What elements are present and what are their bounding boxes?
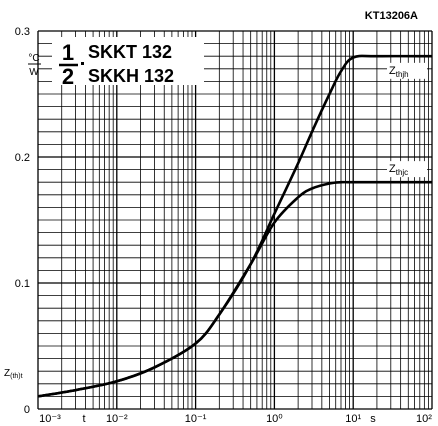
y-unit-bottom: W: [29, 67, 39, 78]
title-line1: SKKT 132: [88, 42, 172, 62]
title-line2: SKKH 132: [88, 66, 174, 86]
y-tick-label: 0.3: [15, 26, 30, 38]
title-dot: [81, 62, 84, 65]
title-denominator: 2: [62, 64, 74, 89]
title-numerator: 1: [62, 40, 74, 65]
series-label-zthjc: Zthjc: [389, 163, 408, 177]
series-line-zthjc: [37, 180, 432, 398]
y-unit-top: °C: [28, 53, 39, 64]
series-labels: Zthjh Zthjc: [387, 62, 427, 178]
y-tick-label: 0.2: [15, 152, 30, 164]
title-background: [52, 37, 204, 85]
x-tick-label: 10²: [416, 413, 432, 425]
x-tick-label: 10¹: [345, 413, 361, 425]
x-axis-unit: s: [370, 413, 376, 425]
chart-title: 1 2 SKKT 132 SKKH 132: [59, 40, 174, 89]
figure-code: KT13206A: [365, 10, 418, 22]
tick-labels: 10⁻³ 10⁻² 10⁻¹ 10⁰ 10¹ 10² 0 0.1 0.2 0.3: [15, 26, 433, 425]
series-label-background: [387, 161, 427, 178]
grid: [37, 30, 433, 410]
x-tick-label: 10⁰: [266, 413, 283, 425]
curves: [37, 54, 433, 398]
x-tick-label: 10⁻³: [39, 413, 61, 425]
x-axis-mark-t: t: [82, 413, 85, 425]
y-axis-label: Z(th)t: [4, 368, 23, 380]
y-tick-label: 0: [24, 404, 30, 416]
x-tick-label: 10⁻²: [106, 413, 128, 425]
series-label-background: [387, 62, 427, 79]
series-line-zthjh: [37, 54, 433, 398]
series-label-zthjh: Zthjh: [389, 65, 409, 79]
x-tick-label: 10⁻¹: [185, 413, 207, 425]
y-tick-label: 0.1: [15, 278, 30, 290]
